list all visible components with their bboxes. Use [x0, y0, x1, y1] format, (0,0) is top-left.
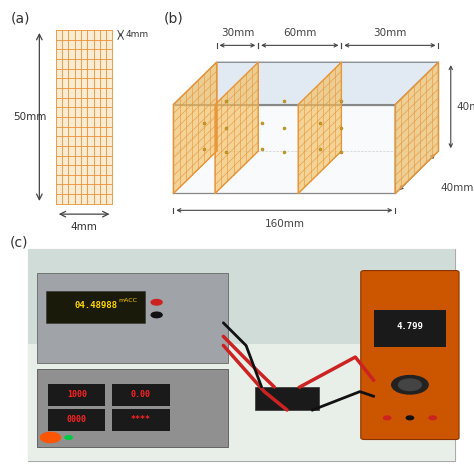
Circle shape: [151, 299, 162, 305]
Text: mACC: mACC: [118, 298, 137, 303]
Text: 60mm: 60mm: [283, 28, 317, 38]
Text: 50mm: 50mm: [13, 112, 46, 122]
Bar: [27, 344, 456, 461]
Polygon shape: [173, 63, 438, 104]
Bar: [27, 249, 456, 344]
Polygon shape: [215, 63, 258, 194]
Bar: [255, 387, 319, 410]
FancyBboxPatch shape: [361, 271, 459, 439]
Polygon shape: [395, 63, 438, 194]
Polygon shape: [173, 104, 395, 194]
Bar: [37, 273, 228, 363]
Bar: [112, 384, 170, 406]
Text: 0.00: 0.00: [131, 390, 151, 399]
Text: ****: ****: [131, 415, 151, 423]
Text: 4mm: 4mm: [126, 31, 149, 39]
Bar: [37, 368, 228, 447]
Circle shape: [429, 416, 436, 420]
Circle shape: [65, 436, 72, 439]
Text: 4mm: 4mm: [71, 222, 98, 232]
Circle shape: [406, 416, 413, 420]
Circle shape: [383, 416, 391, 420]
Circle shape: [40, 432, 61, 443]
Text: (b): (b): [164, 12, 184, 25]
Text: 1000: 1000: [67, 390, 87, 399]
Polygon shape: [298, 63, 341, 194]
Circle shape: [151, 312, 162, 318]
Text: 160mm: 160mm: [264, 219, 304, 229]
Circle shape: [392, 376, 428, 394]
Text: 04.48988: 04.48988: [74, 301, 117, 310]
Text: 40mm: 40mm: [441, 183, 474, 193]
Bar: [46, 291, 145, 323]
Polygon shape: [173, 63, 217, 194]
Text: (a): (a): [11, 11, 31, 25]
Text: (c): (c): [9, 235, 28, 249]
Bar: [56, 30, 112, 204]
Text: 30mm: 30mm: [373, 28, 407, 38]
Text: 30mm: 30mm: [221, 28, 254, 38]
Text: 0000: 0000: [67, 415, 87, 423]
Bar: [48, 409, 106, 431]
Text: 4.799: 4.799: [396, 322, 423, 331]
Bar: [112, 409, 170, 431]
Text: 40mm: 40mm: [457, 102, 474, 112]
Bar: [374, 310, 447, 347]
Polygon shape: [395, 63, 438, 194]
Circle shape: [399, 379, 421, 391]
Bar: [48, 384, 106, 406]
